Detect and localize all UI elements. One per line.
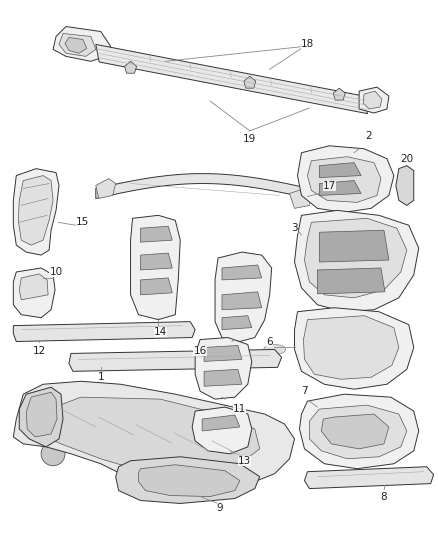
Polygon shape (309, 405, 407, 459)
Polygon shape (96, 174, 309, 198)
Polygon shape (65, 37, 87, 53)
Circle shape (152, 304, 159, 312)
Polygon shape (215, 252, 272, 342)
Text: 7: 7 (301, 386, 308, 396)
Text: 14: 14 (154, 327, 167, 336)
Text: 17: 17 (323, 181, 336, 190)
Polygon shape (222, 265, 262, 280)
Polygon shape (36, 397, 260, 474)
Polygon shape (294, 211, 419, 312)
Polygon shape (204, 369, 242, 386)
Polygon shape (244, 76, 256, 88)
Polygon shape (319, 181, 361, 196)
Polygon shape (53, 27, 111, 61)
Text: 15: 15 (76, 217, 89, 227)
Polygon shape (363, 91, 382, 109)
Text: 16: 16 (194, 346, 207, 357)
Polygon shape (141, 278, 172, 295)
Polygon shape (300, 394, 419, 469)
Circle shape (240, 449, 260, 469)
Polygon shape (116, 457, 260, 504)
Polygon shape (359, 87, 389, 113)
Circle shape (390, 475, 397, 482)
Polygon shape (96, 44, 367, 114)
Polygon shape (141, 226, 172, 242)
Circle shape (146, 358, 155, 365)
Circle shape (356, 475, 363, 482)
Polygon shape (333, 88, 345, 100)
Polygon shape (321, 414, 389, 449)
Text: 20: 20 (400, 154, 413, 164)
Polygon shape (318, 268, 385, 294)
Polygon shape (69, 350, 282, 372)
Polygon shape (19, 274, 48, 300)
Polygon shape (307, 157, 381, 203)
Text: 12: 12 (32, 346, 46, 357)
Circle shape (334, 325, 344, 335)
Polygon shape (204, 345, 242, 361)
Polygon shape (59, 34, 96, 56)
Polygon shape (222, 292, 262, 310)
Polygon shape (141, 253, 172, 270)
Polygon shape (18, 175, 53, 245)
Polygon shape (396, 166, 414, 205)
Text: 3: 3 (291, 223, 298, 233)
Text: 9: 9 (217, 504, 223, 513)
Polygon shape (192, 407, 252, 454)
Polygon shape (319, 230, 389, 262)
Polygon shape (202, 415, 240, 431)
Polygon shape (294, 308, 414, 389)
Ellipse shape (264, 344, 286, 354)
Circle shape (35, 298, 43, 306)
Polygon shape (13, 168, 59, 255)
Polygon shape (13, 268, 55, 318)
Polygon shape (26, 392, 57, 437)
Text: 19: 19 (243, 134, 256, 144)
Text: 11: 11 (233, 404, 247, 414)
Text: 10: 10 (49, 267, 63, 277)
Circle shape (96, 328, 106, 337)
Circle shape (41, 442, 65, 466)
Polygon shape (297, 146, 394, 212)
Text: 6: 6 (266, 336, 273, 346)
Polygon shape (304, 219, 407, 298)
Polygon shape (290, 189, 312, 208)
Polygon shape (131, 215, 180, 320)
Text: 18: 18 (301, 39, 314, 50)
Polygon shape (138, 465, 240, 497)
Polygon shape (13, 381, 294, 489)
Polygon shape (304, 467, 434, 489)
Polygon shape (124, 61, 137, 73)
Text: 13: 13 (238, 456, 251, 466)
Polygon shape (319, 163, 361, 177)
Text: 2: 2 (366, 131, 372, 141)
Circle shape (312, 325, 322, 335)
Polygon shape (96, 179, 116, 198)
Polygon shape (195, 337, 252, 399)
Circle shape (312, 346, 322, 357)
Polygon shape (304, 316, 399, 379)
Polygon shape (222, 316, 252, 329)
Text: 1: 1 (97, 372, 104, 382)
Polygon shape (13, 321, 195, 342)
Text: 8: 8 (381, 491, 387, 502)
Polygon shape (19, 387, 63, 447)
